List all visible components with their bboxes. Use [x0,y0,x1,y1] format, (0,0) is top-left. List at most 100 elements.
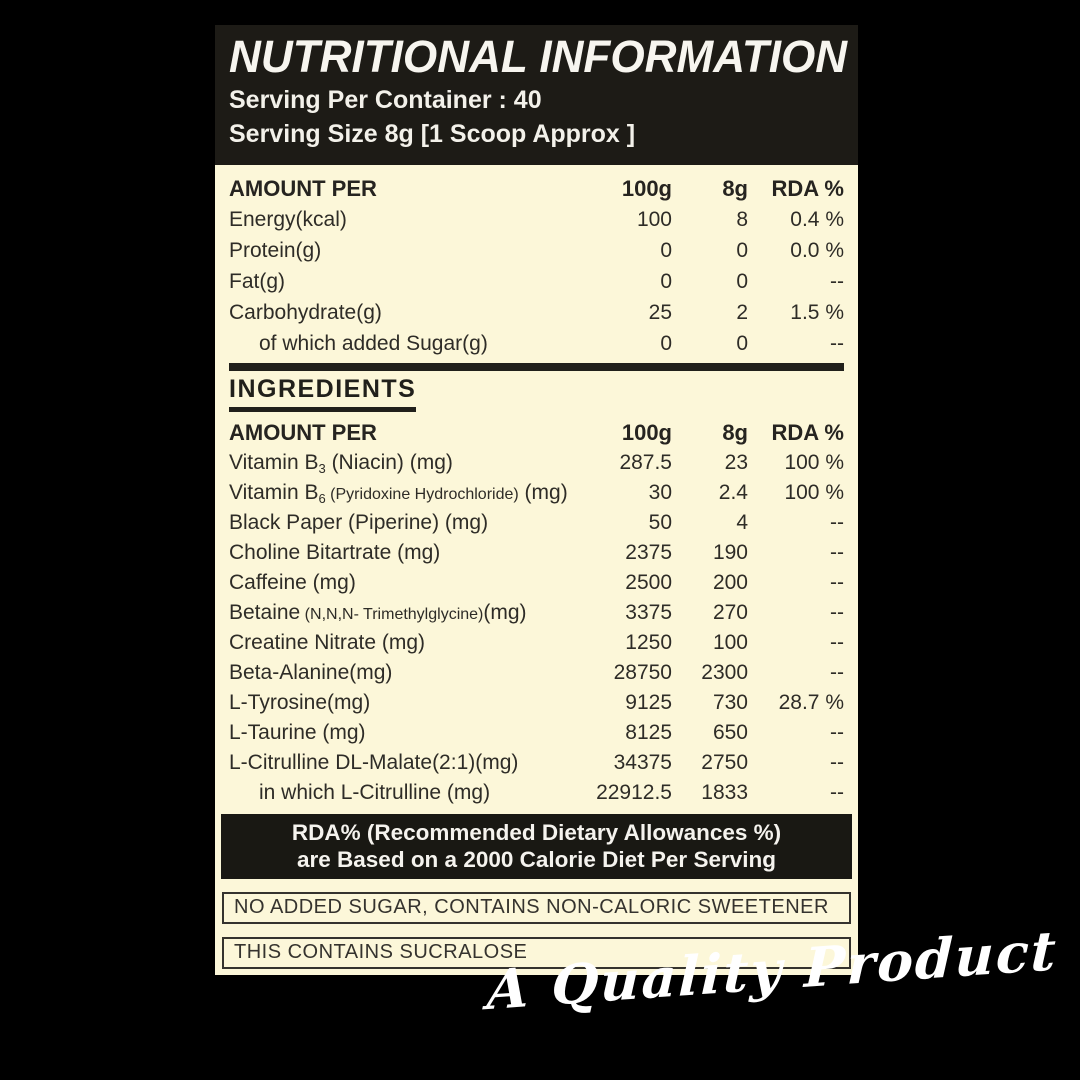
table-row: Vitamin B6 (Pyridoxine Hydrochloride) (m… [229,478,844,508]
value-8g: 4 [736,511,748,534]
serving-per-container: Serving Per Container : 40 [229,86,542,114]
label-header: NUTRITIONAL INFORMATION Serving Per Cont… [215,25,858,165]
row-label: Energy(kcal) [229,207,347,231]
sucralose-note: THIS CONTAINS SUCRALOSE [222,937,851,969]
table-row: Creatine Nitrate (mg) 1250 100 -- [229,628,844,658]
row-label: Vitamin B6 (Pyridoxine Hydrochloride) (m… [229,481,582,506]
row-label: Protein(g) [229,238,322,262]
column-header-100g: 100g [621,175,672,201]
ingredients-table: AMOUNT PER 100g 8g RDA % Vitamin B3 (Nia… [229,418,844,808]
column-header-rda: RDA % [771,420,844,445]
row-label-text: (mg) [483,601,527,624]
row-label: L-Tyrosine(mg) [229,691,582,715]
value-8g: 0 [736,269,748,293]
row-label-text: L-Taurine (mg) [229,721,366,744]
value-8g: 2.4 [718,481,748,504]
column-header-amount-per: AMOUNT PER [229,175,377,201]
row-label: Caffeine (mg) [229,571,582,595]
rda-banner-line1: RDA% (Recommended Dietary Allowances %) [291,820,782,845]
value-100g: 8125 [625,721,672,744]
row-label-small-text: (N,N,N- Trimethylglycine) [300,606,484,623]
row-label-subscript: 3 [318,461,326,476]
table-row: Caffeine (mg) 2500 200 -- [229,568,844,598]
value-rda: -- [830,331,844,355]
page-title: NUTRITIONAL INFORMATION [229,31,848,82]
table-row: Beta-Alanine(mg) 28750 2300 -- [229,658,844,688]
value-100g: 0 [660,269,672,293]
value-100g: 3375 [625,601,672,624]
table-row: Energy(kcal) 100 8 0.4 % [229,204,844,235]
value-100g: 9125 [625,691,672,714]
table-row: Carbohydrate(g) 25 2 1.5 % [229,297,844,328]
value-8g: 2300 [701,661,748,684]
serving-size: Serving Size 8g [1 Scoop Approx ] [229,120,636,148]
value-rda: -- [830,661,844,684]
value-8g: 23 [724,451,748,474]
value-8g: 200 [712,571,748,594]
note-text: NO ADDED SUGAR, CONTAINS NON-CALORIC SWE… [234,896,829,918]
value-rda: -- [830,541,844,564]
row-label: L-Citrulline DL-Malate(2:1)(mg) [229,751,582,775]
row-label-text: in which L-Citrulline (mg) [259,781,491,804]
value-100g: 22912.5 [596,781,672,804]
row-label-text: (mg) [403,451,453,474]
row-label-text: Beta-Alanine(mg) [229,661,393,684]
table-row: in which L-Citrulline (mg) 22912.5 1833 … [229,778,844,808]
value-8g: 730 [712,691,748,714]
row-label: Black Paper (Piperine) (mg) [229,511,582,535]
row-label-text: Betaine [229,601,301,624]
row-label-text: (mg) [518,481,568,504]
value-rda: -- [830,601,844,624]
section-divider [229,363,844,371]
no-added-sugar-note: NO ADDED SUGAR, CONTAINS NON-CALORIC SWE… [222,892,851,924]
value-rda: -- [830,751,844,774]
value-8g: 2750 [701,751,748,774]
value-100g: 0 [660,238,672,262]
value-8g: 1833 [701,781,748,804]
row-label: in which L-Citrulline (mg) [229,781,582,805]
value-100g: 25 [648,300,672,324]
table-row: Vitamin B3 (Niacin) (mg) 287.5 23 100 % [229,448,844,478]
rda-banner-line2: are Based on a 2000 Calorie Diet Per Ser… [297,847,776,872]
row-label: Choline Bitartrate (mg) [229,541,582,565]
column-header-amount-per: AMOUNT PER [229,420,377,445]
nutrition-label-panel: NUTRITIONAL INFORMATION Serving Per Cont… [215,25,858,975]
row-label-text: Choline Bitartrate (mg) [229,541,441,564]
row-label-text: (Niacin) [325,451,404,474]
table-row: L-Taurine (mg) 8125 650 -- [229,718,844,748]
table-row: Fat(g) 0 0 -- [229,266,844,297]
value-100g: 50 [648,511,672,534]
row-label: Beta-Alanine(mg) [229,661,582,685]
row-label-text: Creatine Nitrate (mg) [229,631,426,654]
row-label: Vitamin B3 (Niacin) (mg) [229,451,582,476]
value-100g: 28750 [613,661,672,684]
row-label-text: L-Tyrosine(mg) [229,691,371,714]
row-label-text: Vitamin B [229,481,319,504]
value-100g: 34375 [613,751,672,774]
row-label-subscript: 6 [318,491,326,506]
value-rda: -- [830,511,844,534]
table-row: Choline Bitartrate (mg) 2375 190 -- [229,538,844,568]
row-label-small-text: (Pyridoxine Hydrochloride) [325,486,519,503]
row-label: Fat(g) [229,269,286,293]
column-header-8g: 8g [722,420,748,445]
value-8g: 100 [712,631,748,654]
row-label: L-Taurine (mg) [229,721,582,745]
value-rda: -- [830,721,844,744]
value-rda: -- [830,571,844,594]
value-rda: -- [830,631,844,654]
value-100g: 287.5 [619,451,672,474]
value-8g: 0 [736,238,748,262]
value-8g: 270 [712,601,748,624]
label-body: AMOUNT PER 100g 8g RDA % Energy(kcal) 10… [215,165,858,969]
value-rda: 1.5 % [790,300,844,324]
table-row: Protein(g) 0 0 0.0 % [229,235,844,266]
value-rda: 0.4 % [790,207,844,231]
table-header-row: AMOUNT PER 100g 8g RDA % [229,173,844,204]
value-100g: 2500 [625,571,672,594]
ingredients-heading: INGREDIENTS [229,375,417,412]
value-8g: 2 [736,300,748,324]
column-header-8g: 8g [722,175,748,201]
column-header-rda: RDA % [771,175,844,201]
row-label-text: Vitamin B [229,451,319,474]
